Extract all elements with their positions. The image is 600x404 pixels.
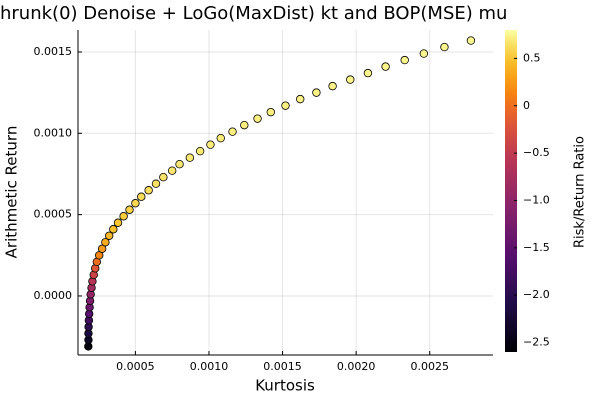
y-tick-label: 0.0000 — [34, 289, 73, 302]
colorbar — [505, 30, 517, 352]
point — [206, 140, 215, 149]
point — [440, 42, 449, 52]
x-tick-label: 0.0015 — [263, 360, 302, 373]
point — [363, 68, 373, 78]
point — [125, 205, 134, 214]
point — [151, 179, 161, 188]
point — [346, 75, 355, 84]
colorbar-tick-label: −2.0 — [523, 288, 550, 301]
x-tick-label: 0.0010 — [190, 360, 229, 373]
point — [185, 153, 195, 162]
point — [400, 55, 409, 65]
point — [281, 101, 290, 110]
colorbar-tick-label: −2.5 — [523, 336, 550, 349]
colorbar-tick-label: −1.5 — [523, 241, 550, 254]
colorbar-label: Risk/Return Ratio — [573, 136, 588, 248]
colorbar-tick-label: −1.0 — [523, 193, 550, 206]
x-axis-label: Kurtosis — [255, 377, 315, 395]
point — [419, 49, 429, 58]
point — [228, 127, 237, 136]
y-axis-label: Arithmetic Return — [3, 126, 21, 259]
point — [144, 186, 153, 195]
x-tick-label: 0.0025 — [410, 360, 449, 373]
colorbar-tick-label: 0 — [523, 99, 530, 112]
point — [296, 94, 305, 104]
point — [312, 88, 321, 97]
point — [159, 173, 168, 182]
x-tick-label: 0.0005 — [116, 360, 155, 373]
point — [113, 218, 123, 227]
point — [253, 114, 262, 123]
point — [119, 212, 128, 221]
point — [175, 159, 184, 169]
point — [328, 81, 337, 91]
point — [104, 231, 114, 240]
colorbar-tick-label: 0.5 — [523, 51, 541, 64]
y-tick-label: 0.0010 — [34, 126, 73, 139]
chart-title: hrunk(0) Denoise + LoGo(MaxDist) kt and … — [0, 3, 507, 24]
y-tick-label: 0.0005 — [34, 208, 73, 221]
point — [266, 107, 275, 117]
point — [109, 225, 118, 234]
point — [240, 120, 249, 130]
y-tick-label: 0.0015 — [34, 45, 73, 58]
point — [101, 238, 110, 247]
point — [137, 192, 146, 201]
colorbar-tick-label: −0.5 — [523, 146, 550, 159]
point — [97, 244, 107, 253]
point — [381, 62, 390, 71]
point — [195, 146, 205, 156]
point — [167, 166, 177, 175]
x-tick-label: 0.0020 — [337, 360, 376, 373]
point — [131, 199, 140, 208]
point — [216, 133, 225, 143]
point — [466, 36, 476, 45]
